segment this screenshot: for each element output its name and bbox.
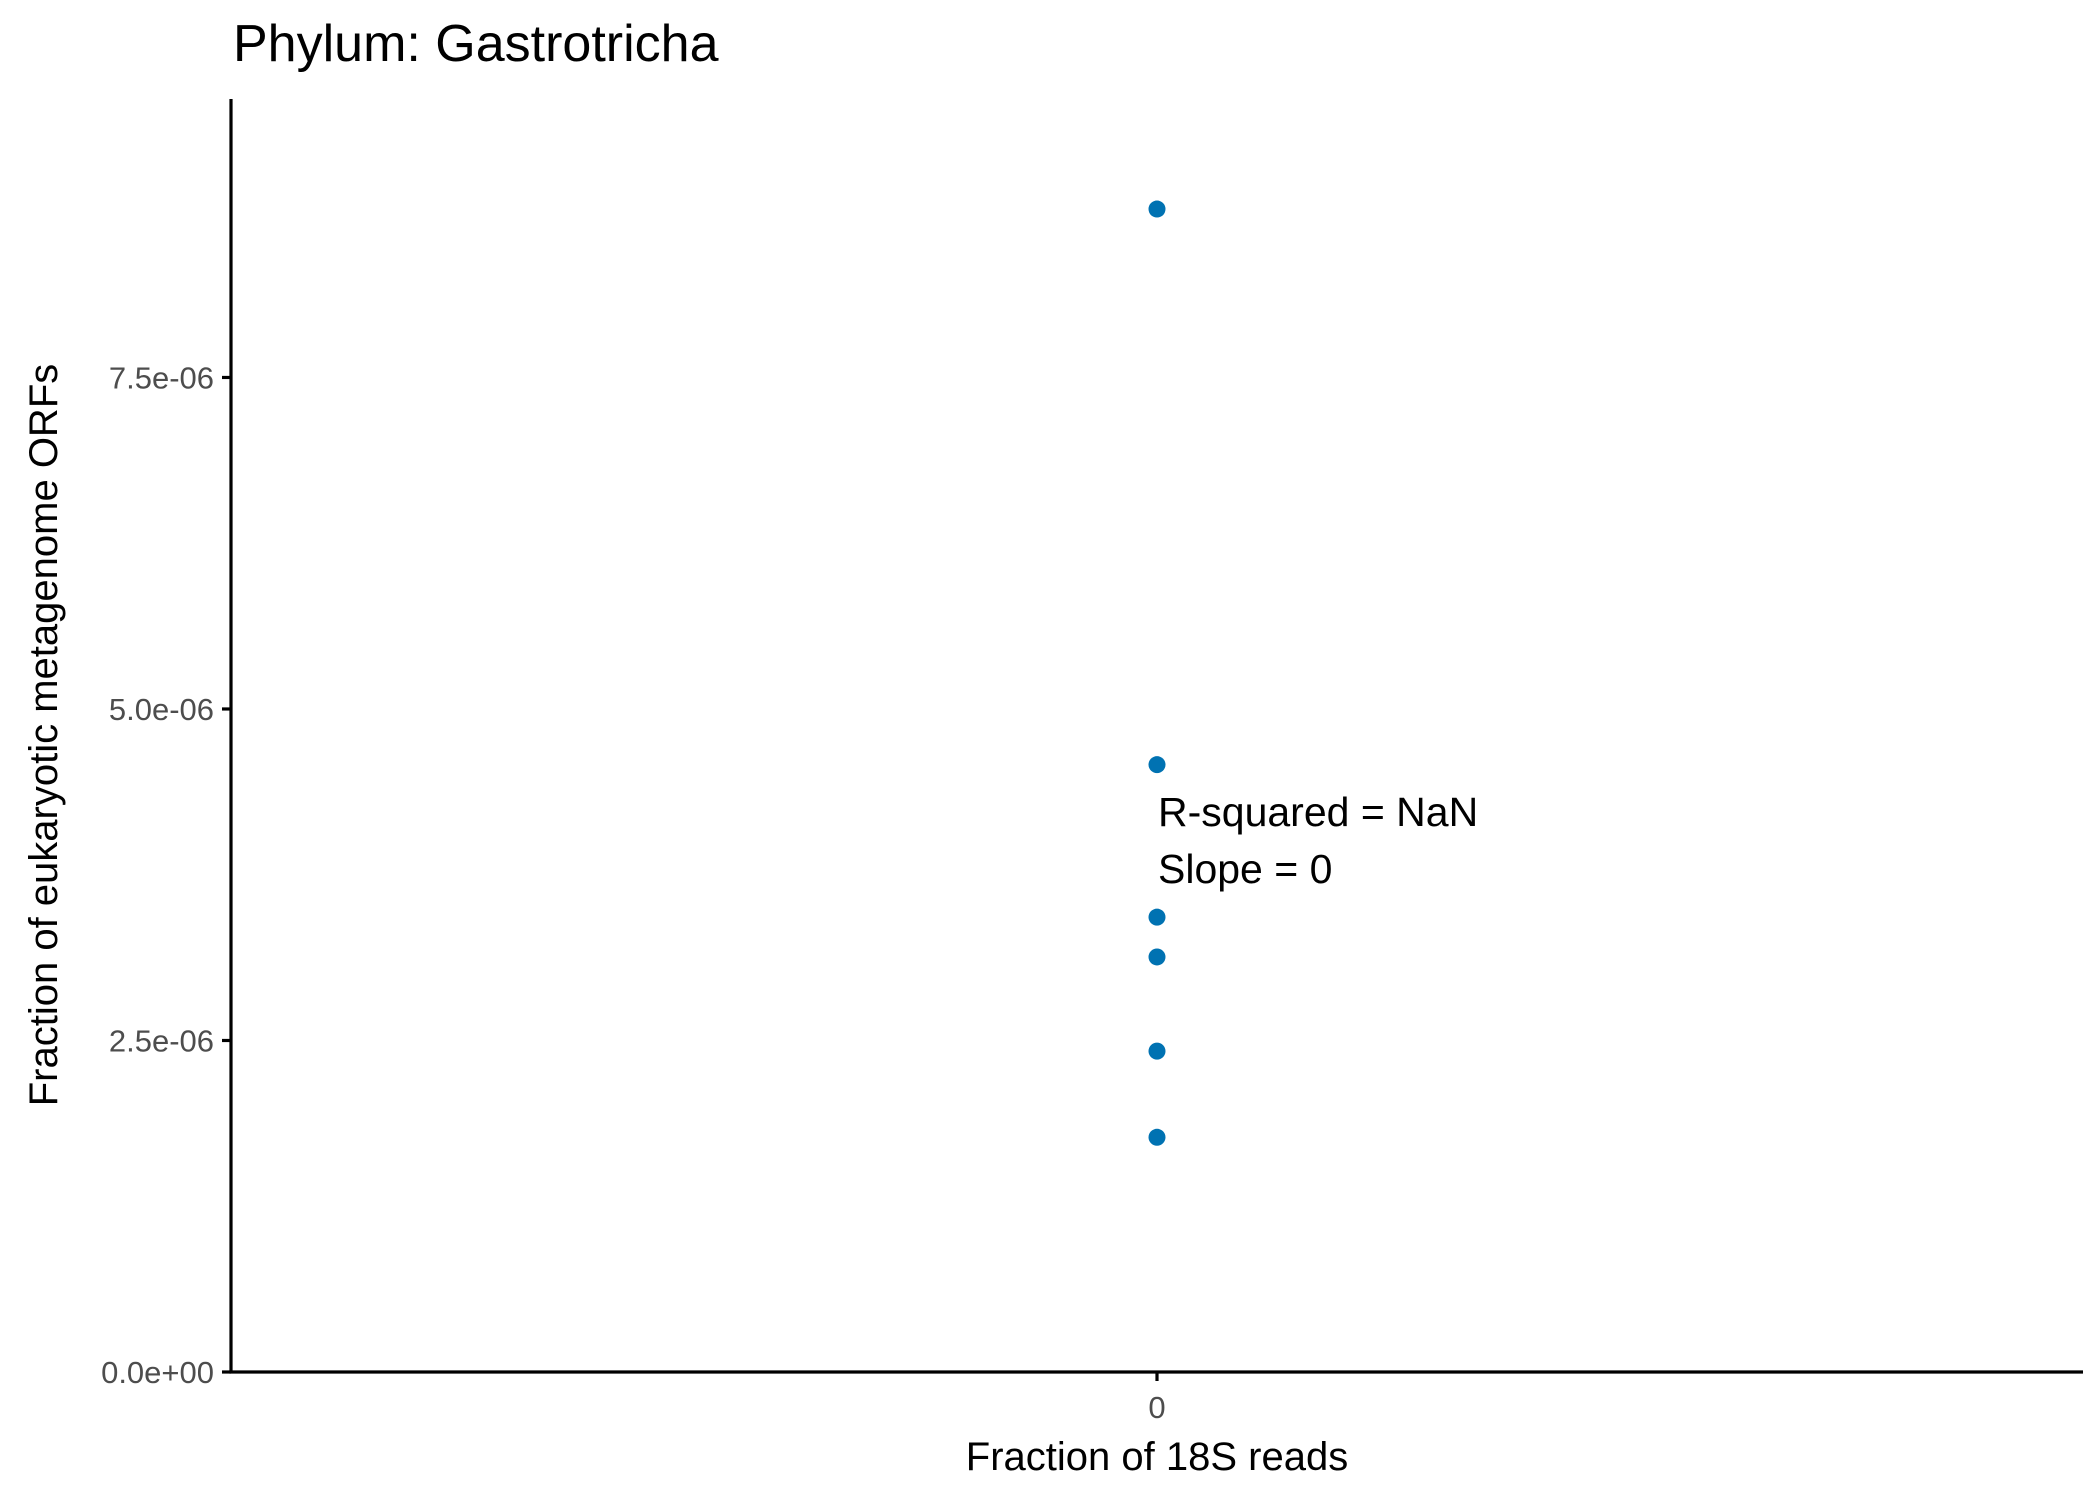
data-point: [1148, 200, 1166, 218]
y-tick-label: 5.0e-06: [109, 692, 214, 727]
y-axis-ticks: 0.0e+00 2.5e-06 5.0e-06 7.5e-06: [101, 360, 231, 1390]
data-point: [1148, 948, 1166, 966]
annotation-group: R-squared = NaN Slope = 0: [1158, 789, 1478, 892]
data-points: [1148, 200, 1166, 1146]
x-tick-label: 0: [1148, 1390, 1165, 1425]
slope-annotation: Slope = 0: [1158, 846, 1332, 892]
y-tick-label: 7.5e-06: [109, 360, 214, 395]
data-point: [1148, 756, 1166, 774]
x-axis-title: Fraction of 18S reads: [966, 1435, 1348, 1479]
data-point: [1148, 1042, 1166, 1060]
y-axis-title: Fraction of eukaryotic metagenome ORFs: [22, 364, 66, 1107]
x-axis-ticks: 0: [1148, 1372, 1166, 1425]
chart-title: Phylum: Gastrotricha: [233, 15, 719, 73]
y-tick-label: 0.0e+00: [101, 1355, 214, 1390]
r-squared-annotation: R-squared = NaN: [1158, 789, 1478, 835]
data-point: [1148, 1128, 1166, 1146]
y-tick-label: 2.5e-06: [109, 1023, 214, 1058]
data-point: [1148, 908, 1166, 926]
plot-area: 0.0e+00 2.5e-06 5.0e-06 7.5e-06 0: [101, 99, 2083, 1425]
